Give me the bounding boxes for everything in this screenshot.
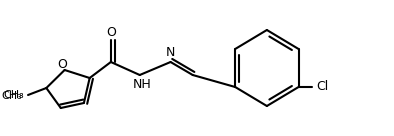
- Text: Cl: Cl: [316, 81, 328, 94]
- Text: CH₃: CH₃: [4, 90, 24, 100]
- Text: N: N: [166, 47, 175, 60]
- Text: CH₃: CH₃: [2, 91, 22, 101]
- Text: O: O: [57, 58, 67, 70]
- Text: NH: NH: [132, 78, 151, 92]
- Text: O: O: [106, 27, 116, 39]
